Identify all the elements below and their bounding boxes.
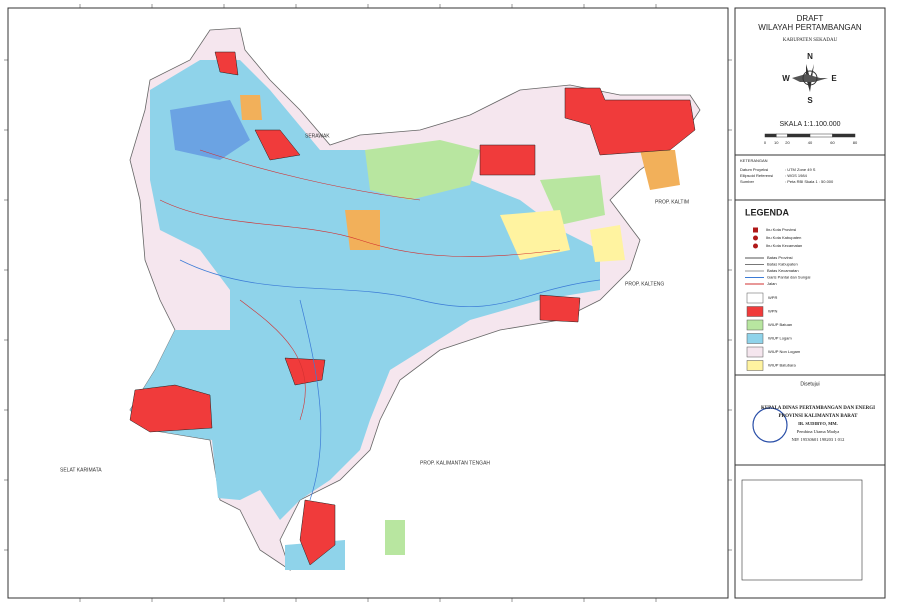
map-body	[129, 27, 701, 571]
wpn-area	[254, 129, 301, 161]
legend-label: WIUP Batubara	[768, 363, 796, 368]
legend-heading: LEGENDA	[745, 207, 790, 217]
legend-symbol	[753, 227, 758, 233]
legend-label: Ibu Kota Kecamatan	[766, 243, 802, 248]
map-label: SELAT KARIMATA	[60, 467, 102, 473]
scale-segment	[764, 133, 777, 138]
wpn-area	[479, 144, 536, 176]
legend-label: Jalan	[767, 281, 777, 286]
scale-tick-label: 40	[808, 140, 813, 145]
scale-segment	[776, 133, 788, 138]
note-value: : Peta RBI Skala 1 : 50.000	[785, 179, 834, 184]
scale-tick-label: 80	[853, 140, 858, 145]
note-value: : WGS 1984	[785, 173, 808, 178]
legend-label: WIUP Batuan	[768, 322, 792, 327]
notes-heading: KETERANGAN	[740, 158, 768, 163]
note-key: Datum Proyeksi	[740, 167, 768, 172]
scale-segment	[809, 133, 833, 138]
wpn-area	[284, 357, 326, 386]
map-label: PROP. KALTIM	[655, 199, 689, 205]
legend-label: WIUP Non Logam	[768, 349, 801, 354]
approval-box	[734, 374, 886, 466]
legend-swatch	[746, 333, 764, 344]
inset-box	[734, 464, 886, 599]
legend-swatch	[746, 360, 764, 371]
legend-label: WPR	[768, 295, 777, 300]
map-label: SERAWAK	[305, 133, 330, 139]
wiup-logam-area	[170, 100, 250, 160]
wpn-area	[129, 384, 213, 433]
approval-line: KEPALA DINAS PERTAMBANGAN DAN ENERGI	[761, 406, 875, 411]
legend-symbol	[753, 235, 758, 241]
note-key: Sumber	[740, 179, 755, 184]
roads	[159, 149, 561, 421]
legend-label: Batas Kecamatan	[767, 268, 799, 273]
wpn-area	[214, 51, 239, 76]
wiup-logam-area	[130, 60, 600, 520]
legend-swatch	[746, 346, 764, 358]
approval-line: NIP. 19530601 198203 1 012	[792, 437, 845, 442]
scale-segment	[787, 133, 811, 138]
wpn-area	[299, 499, 336, 566]
legend-swatch	[746, 292, 764, 304]
rivers	[179, 259, 601, 501]
side-panel	[734, 7, 886, 599]
scale-tick-label: 60	[830, 140, 835, 145]
compass	[792, 64, 828, 92]
orange-area	[345, 210, 380, 250]
wpn-area	[564, 87, 696, 156]
legend-label: Batas Kabupaten	[767, 262, 798, 267]
legend-swatch	[746, 319, 764, 331]
approval-line: Pembina Utama Madya	[797, 429, 840, 434]
compass-e: E	[831, 74, 837, 83]
scale-label: SKALA 1:1.100.000	[779, 121, 840, 128]
legend-label: Batas Provinsi	[767, 255, 793, 260]
scale-tick-label: 10	[774, 140, 779, 145]
wpn-area	[539, 294, 581, 323]
title-line: WILAYAH PERTAMBANGAN	[758, 23, 862, 32]
approval-heading: Disetujui	[800, 381, 819, 387]
approval-line: IR. SUDIBYO, MM.	[798, 421, 838, 426]
legend-label: Ibu Kota Provinsi	[766, 227, 796, 232]
stamp	[752, 407, 788, 443]
compass-w: W	[782, 74, 790, 83]
wiup-batuan-area	[365, 140, 480, 200]
wiup-batuan-area	[385, 520, 405, 555]
map-label: PROP. KALTENG	[625, 281, 664, 287]
wiup-batubara-area	[590, 225, 625, 262]
orange-area	[240, 95, 262, 120]
inset-map	[741, 479, 863, 581]
scale-tick-label: 20	[785, 140, 790, 145]
legend-label: WPN	[768, 309, 777, 314]
legend-label: WIUP Logam	[768, 336, 792, 341]
wiup-batubara-area	[500, 210, 570, 260]
title-line: DRAFT	[797, 14, 824, 23]
note-key: Ellipsoid Referensi	[740, 173, 773, 178]
compass-s: S	[807, 96, 813, 105]
compass-n: N	[807, 52, 813, 61]
scale-segment	[832, 133, 856, 138]
legend-symbol	[753, 243, 758, 249]
subtitle: KABUPATEN SEKADAU	[783, 38, 838, 43]
scale-tick-label: 0	[764, 140, 767, 145]
legend-label: Garis Pantai dan Sungai	[767, 275, 810, 280]
note-value: : UTM Zone 49 S	[785, 167, 816, 172]
approval-line: PROVINSI KALIMANTAN BARAT	[779, 414, 859, 419]
orange-area	[640, 150, 680, 190]
legend-label: Ibu Kota Kabupaten	[766, 235, 801, 240]
legend-swatch	[746, 306, 764, 317]
map-label: PROP. KALIMANTAN TENGAH	[420, 460, 490, 466]
